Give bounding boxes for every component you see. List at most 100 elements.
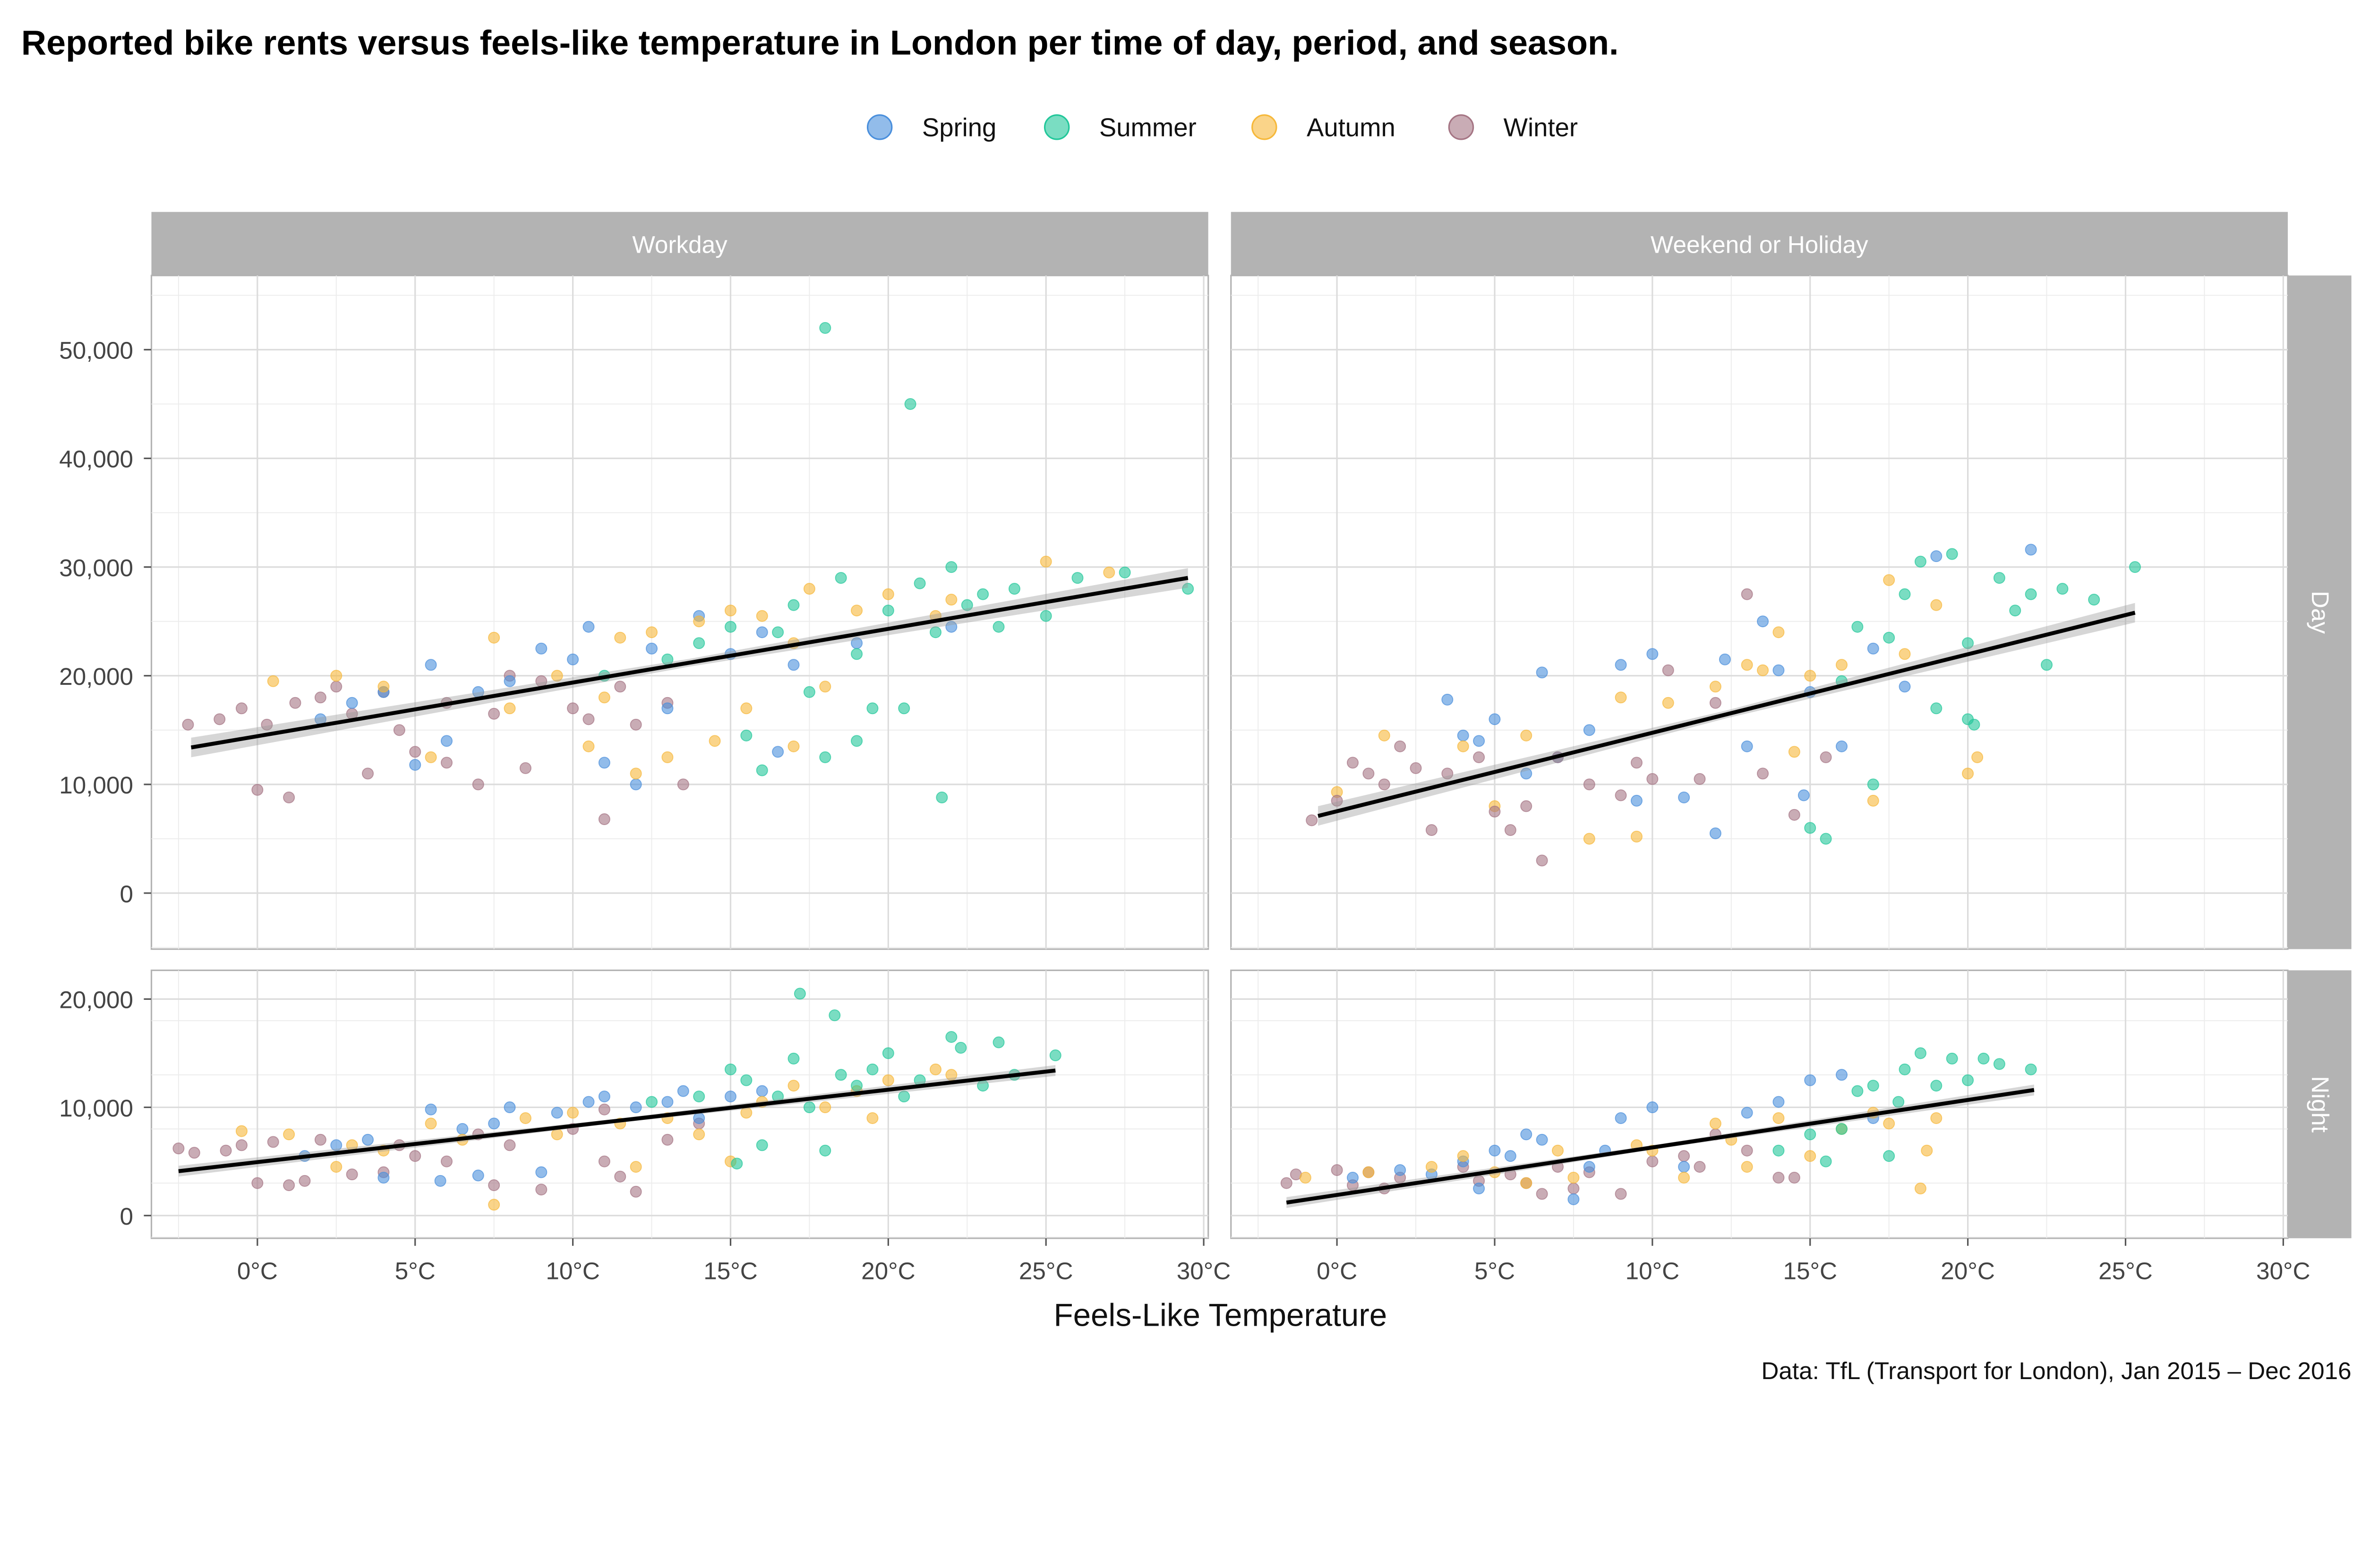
data-point-autumn	[377, 681, 390, 693]
data-point-summer	[772, 626, 784, 639]
legend-key-summer	[1044, 114, 1070, 140]
data-point-summer	[1804, 1128, 1816, 1141]
strip-label-row: Day	[2307, 591, 2334, 634]
data-point-summer	[904, 398, 916, 410]
trend-line	[178, 1068, 1056, 1173]
x-tick-label: 10°C	[546, 1257, 600, 1284]
data-point-summer	[1914, 555, 1926, 568]
data-point-spring	[1583, 724, 1595, 736]
data-point-winter	[251, 784, 264, 796]
data-point-spring	[1867, 642, 1879, 655]
data-point-autumn	[1378, 729, 1390, 741]
data-point-autumn	[1921, 1144, 1933, 1157]
data-point-spring	[425, 659, 437, 671]
data-point-summer	[2041, 659, 2053, 671]
data-point-spring	[409, 758, 421, 771]
data-point-winter	[1788, 1172, 1800, 1184]
data-point-winter	[1741, 1144, 1753, 1157]
data-point-spring	[1520, 1128, 1532, 1141]
data-point-winter	[598, 1155, 610, 1167]
data-point-winter	[1583, 778, 1595, 791]
data-point-spring	[598, 1091, 610, 1103]
panel-background	[150, 969, 1209, 1239]
data-point-autumn	[1930, 599, 1943, 611]
data-point-winter	[661, 1133, 674, 1146]
data-point-winter	[630, 1185, 642, 1198]
data-point-winter	[1694, 773, 1706, 785]
data-point-winter	[182, 718, 194, 731]
data-point-summer	[993, 621, 1005, 633]
data-point-summer	[851, 735, 863, 747]
data-point-spring	[2025, 544, 2037, 556]
data-point-autumn	[283, 1128, 295, 1141]
data-point-autumn	[425, 751, 437, 763]
data-point-spring	[661, 702, 674, 715]
data-point-autumn	[330, 670, 342, 682]
x-tick-label: 15°C	[1783, 1257, 1837, 1284]
data-point-spring	[1835, 1069, 1848, 1081]
legend-label-autumn: Autumn	[1307, 113, 1395, 142]
data-point-spring	[630, 1101, 642, 1114]
data-point-autumn	[1425, 1161, 1438, 1173]
data-point-winter	[220, 1144, 232, 1157]
data-point-winter	[614, 1170, 626, 1183]
data-point-summer	[731, 1158, 743, 1170]
data-point-winter	[1741, 588, 1753, 600]
data-point-winter	[261, 718, 273, 731]
data-point-autumn	[866, 1112, 879, 1124]
x-tick-label: 0°C	[237, 1257, 278, 1284]
data-point-winter	[251, 1177, 264, 1189]
data-point-winter	[1489, 805, 1501, 818]
data-point-autumn	[330, 1161, 342, 1173]
data-point-winter	[235, 1139, 248, 1151]
legend-key-winter	[1448, 114, 1474, 140]
data-point-summer	[1930, 1080, 1943, 1092]
data-point-summer	[693, 637, 705, 649]
data-point-summer	[803, 1101, 815, 1114]
x-axis-title: Feels-Like Temperature	[1053, 1298, 1387, 1333]
data-point-spring	[1536, 666, 1548, 679]
data-point-summer	[787, 599, 800, 611]
data-point-winter	[283, 792, 295, 804]
data-point-autumn	[1678, 1172, 1690, 1184]
faceted-scatter-chart: Reported bike rents versus feels-like te…	[21, 23, 2352, 1384]
data-point-autumn	[882, 1074, 894, 1086]
data-point-spring	[1772, 1096, 1785, 1108]
data-point-winter	[1615, 1188, 1627, 1200]
data-point-spring	[1536, 1133, 1548, 1146]
data-point-winter	[1331, 1164, 1343, 1176]
data-point-summer	[1930, 702, 1943, 715]
data-point-spring	[1741, 740, 1753, 752]
data-point-autumn	[945, 594, 958, 606]
data-point-spring	[772, 746, 784, 758]
y-tick-label: 20,000	[59, 987, 133, 1014]
data-point-summer	[914, 577, 926, 589]
data-point-autumn	[1971, 751, 1984, 763]
data-point-autumn	[1583, 833, 1595, 845]
data-point-spring	[1520, 767, 1532, 780]
data-point-winter	[409, 1150, 421, 1162]
data-point-autumn	[488, 1199, 500, 1211]
data-point-autumn	[235, 1125, 248, 1137]
data-point-spring	[1646, 648, 1659, 660]
data-point-summer	[1772, 1144, 1785, 1157]
data-point-summer	[1962, 637, 1974, 649]
data-point-autumn	[1962, 767, 1974, 780]
x-tick-label: 25°C	[2098, 1257, 2153, 1284]
panel-workday-day: 0 10,000 20,000 30,000 40,000 50,000	[59, 274, 1209, 950]
data-point-summer	[1182, 583, 1194, 595]
data-point-winter	[267, 1136, 279, 1148]
data-point-summer	[756, 764, 768, 776]
data-point-winter	[1757, 767, 1769, 780]
data-point-summer	[851, 648, 863, 660]
data-point-autumn	[929, 1063, 941, 1075]
panel-workday-night: 0 10,000 20,000 0°C 5°C 10°C 15°C 20°C 25°C 30°C	[59, 969, 1231, 1284]
data-point-spring	[362, 1133, 374, 1146]
data-point-spring	[472, 1169, 484, 1182]
data-point-summer	[1119, 566, 1131, 579]
data-point-winter	[677, 778, 689, 791]
data-point-spring	[1719, 653, 1731, 665]
data-point-autumn	[1788, 746, 1800, 758]
data-point-spring	[535, 1166, 548, 1178]
strip-row-1	[2287, 970, 2352, 1238]
